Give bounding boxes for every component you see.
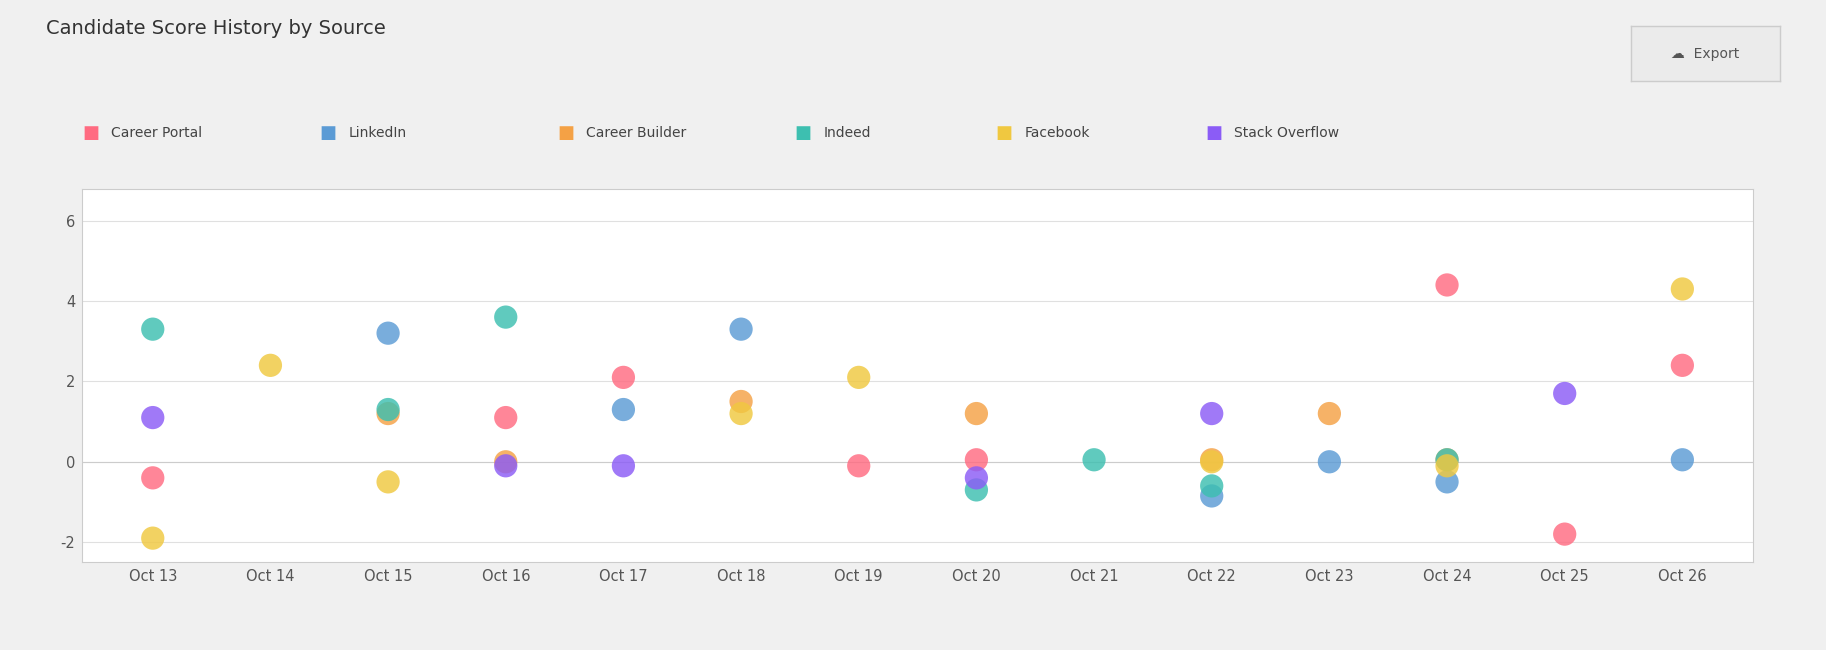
Point (1550, 388, 1579, 398)
Text: ■: ■ (82, 124, 99, 142)
Point (374, 404, 404, 415)
Point (962, 485, 992, 495)
Text: ■: ■ (1205, 124, 1222, 142)
Point (491, 312, 520, 322)
Point (1432, 454, 1461, 465)
Text: Facebook: Facebook (1024, 126, 1090, 140)
Point (727, 408, 756, 419)
Point (608, 404, 637, 415)
Point (256, 360, 285, 370)
Point (374, 408, 404, 419)
Point (1432, 280, 1461, 290)
Point (139, 412, 168, 423)
Point (1550, 529, 1579, 539)
Text: ■: ■ (320, 124, 336, 142)
Point (1198, 456, 1227, 467)
Text: Career Builder: Career Builder (586, 126, 687, 140)
Point (139, 533, 168, 543)
Point (1667, 360, 1696, 370)
Point (139, 473, 168, 483)
Point (1432, 454, 1461, 465)
Point (844, 461, 873, 471)
Point (139, 324, 168, 334)
Point (1432, 476, 1461, 487)
Text: Candidate Score History by Source: Candidate Score History by Source (46, 20, 385, 38)
Point (608, 461, 637, 471)
Point (1079, 454, 1108, 465)
Point (962, 473, 992, 483)
Text: Indeed: Indeed (824, 126, 871, 140)
Point (1198, 491, 1227, 501)
Point (374, 476, 404, 487)
Text: ■: ■ (995, 124, 1012, 142)
Text: Stack Overflow: Stack Overflow (1234, 126, 1340, 140)
Point (1667, 454, 1696, 465)
Text: ☁  Export: ☁ Export (1671, 47, 1740, 60)
Text: LinkedIn: LinkedIn (349, 126, 407, 140)
Point (608, 372, 637, 383)
Point (962, 408, 992, 419)
Point (727, 324, 756, 334)
Text: Career Portal: Career Portal (111, 126, 203, 140)
Point (844, 372, 873, 383)
Point (962, 454, 992, 465)
Point (491, 456, 520, 467)
Point (1198, 454, 1227, 465)
Text: ■: ■ (557, 124, 573, 142)
Point (1315, 408, 1344, 419)
Point (1198, 481, 1227, 491)
Point (1667, 284, 1696, 294)
Point (491, 412, 520, 423)
Point (491, 461, 520, 471)
Point (1315, 456, 1344, 467)
Point (1198, 408, 1227, 419)
Text: ■: ■ (794, 124, 811, 142)
Point (727, 396, 756, 407)
Point (374, 328, 404, 339)
Point (1432, 461, 1461, 471)
